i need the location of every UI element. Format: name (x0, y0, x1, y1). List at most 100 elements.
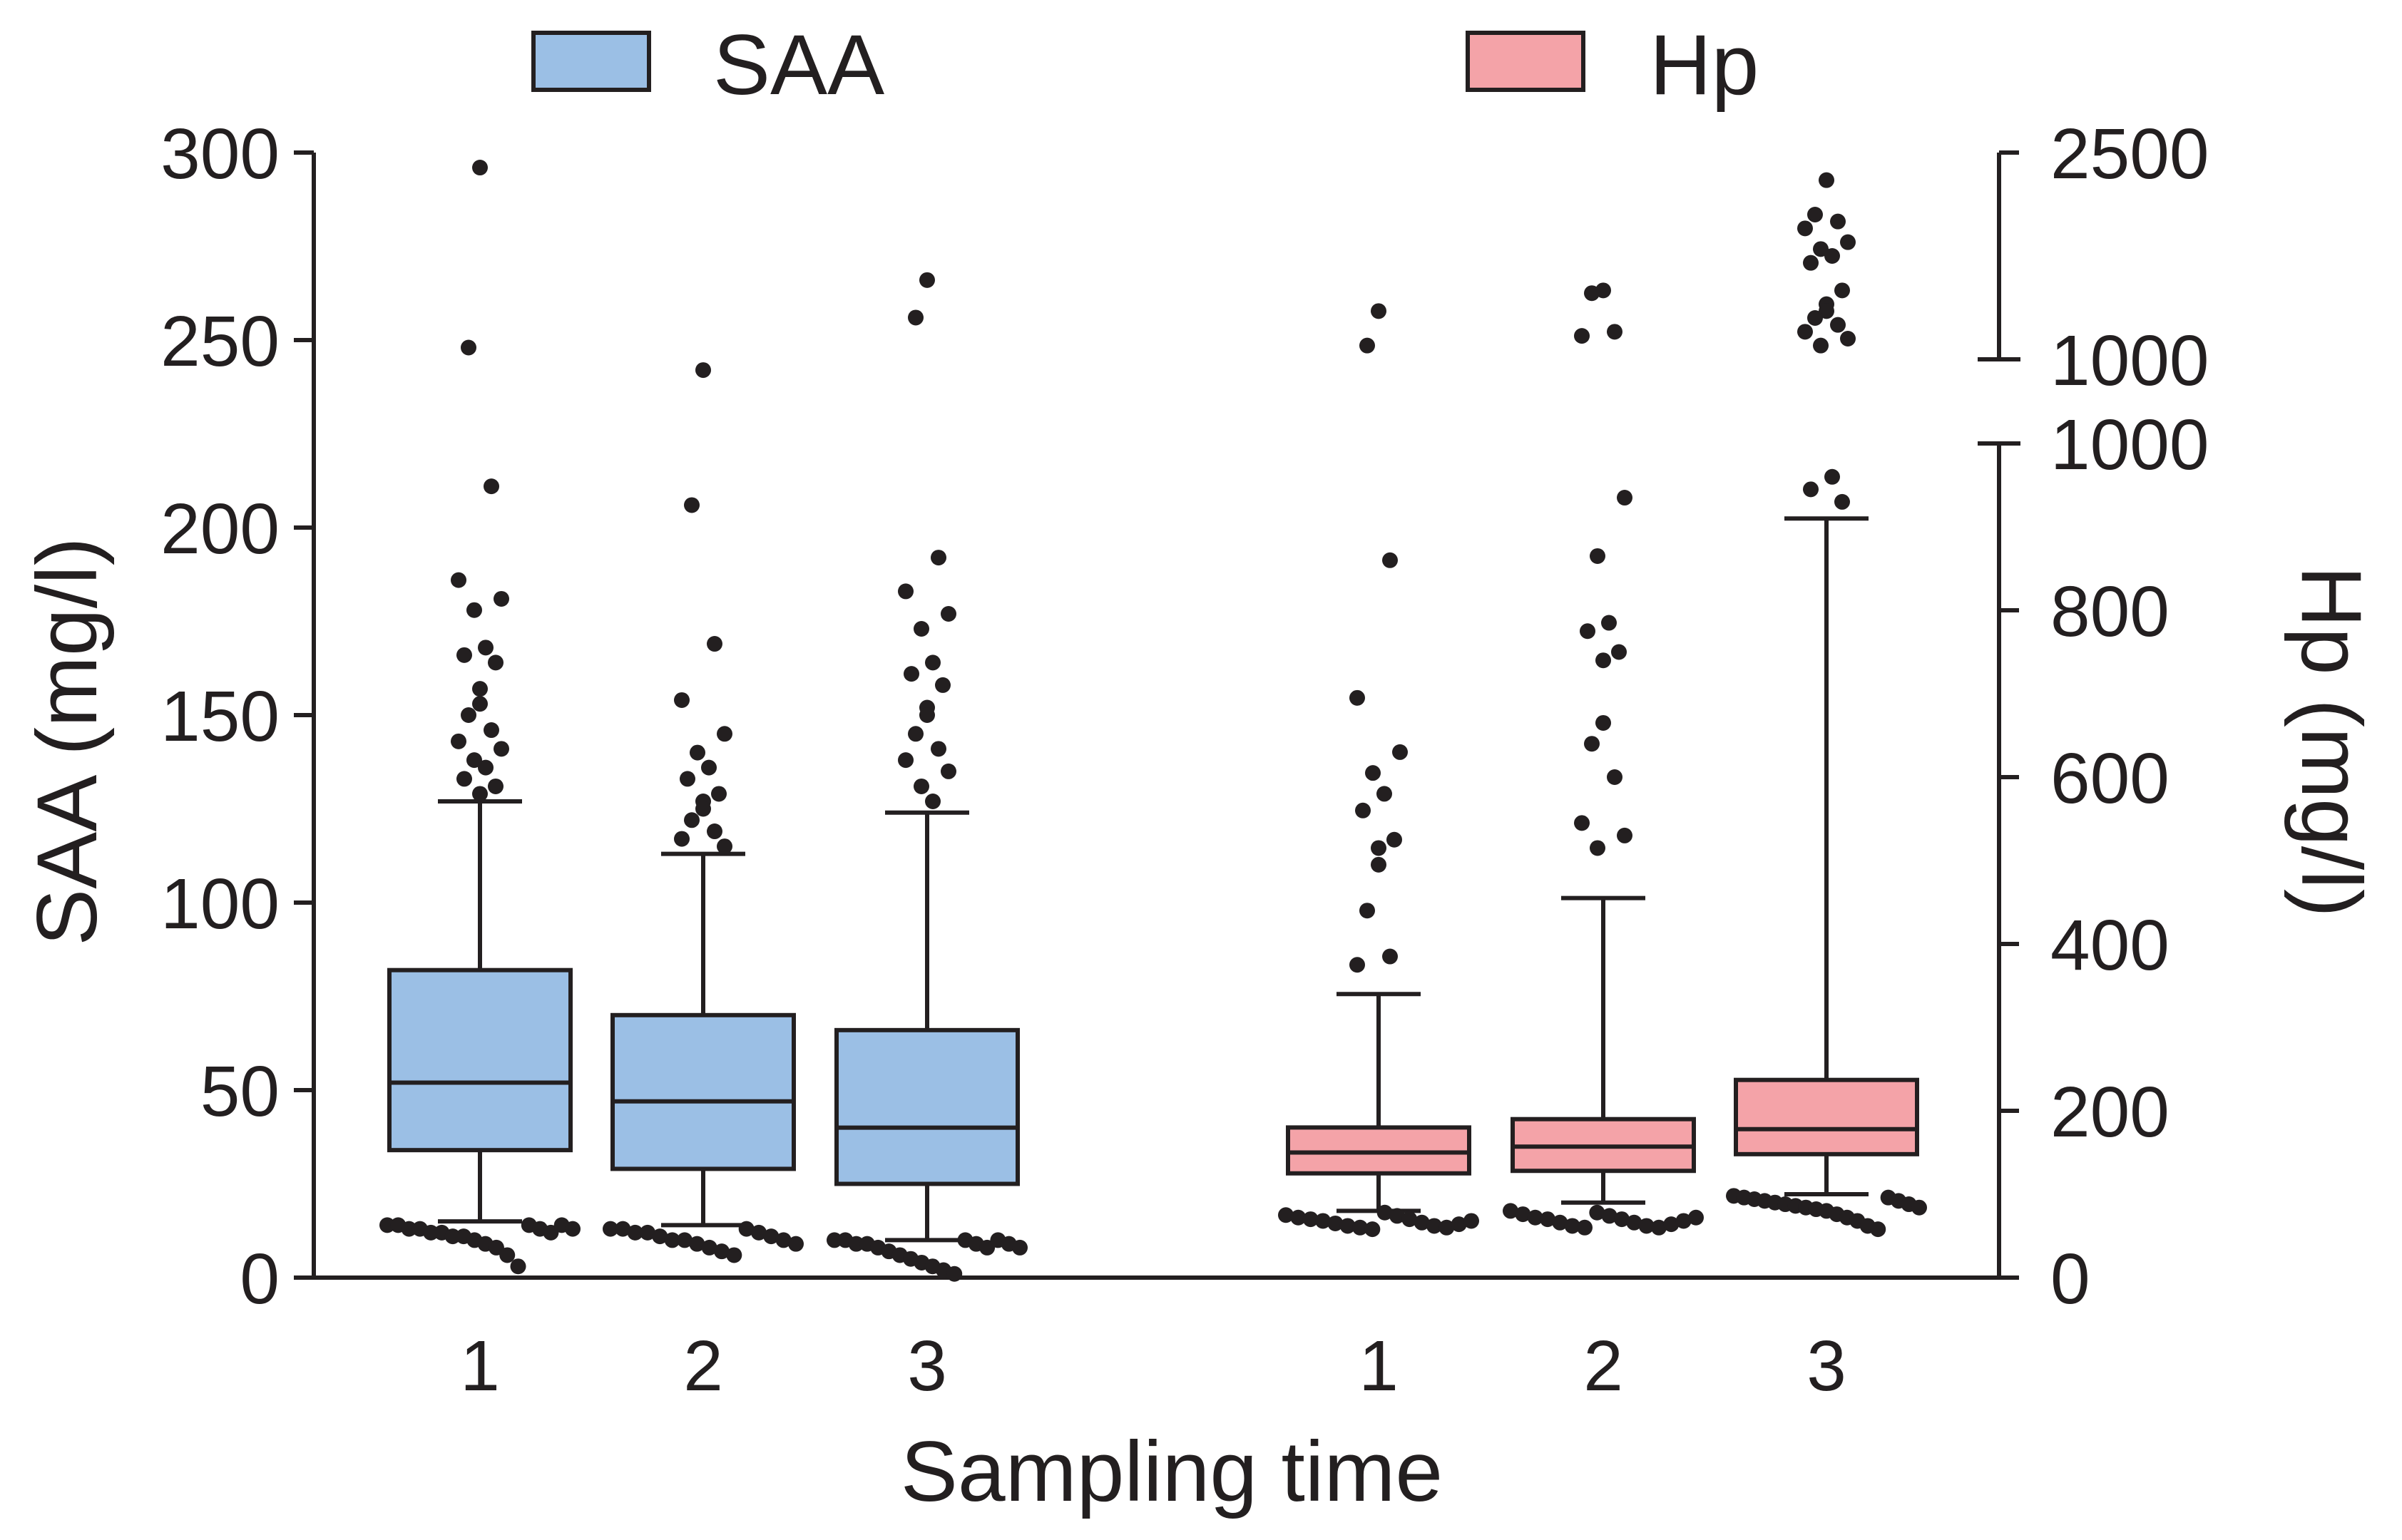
outlier-point (1807, 310, 1823, 326)
outlier-point (1290, 1209, 1307, 1226)
right-axis-tick-label: 1000 (2050, 405, 2209, 485)
outlier-point (615, 1221, 631, 1237)
outlier-point (603, 1221, 618, 1237)
outlier-point (1463, 1213, 1479, 1229)
right-axis-tick-label: 1000 (2050, 321, 2209, 401)
outlier-point (1607, 324, 1622, 340)
outlier-point (919, 707, 935, 723)
outlier-point (674, 692, 690, 708)
outlier-point (908, 309, 924, 326)
outlier-point (1824, 468, 1840, 485)
outlier-point (1327, 1215, 1344, 1231)
outlier-point (1438, 1219, 1455, 1236)
outlier-point (1371, 856, 1386, 873)
outlier-point (472, 681, 488, 697)
outlier-point (499, 1247, 516, 1263)
left-axis-tick-label: 200 (160, 489, 280, 569)
outlier-point (565, 1221, 581, 1237)
outlier-point (494, 741, 509, 757)
outlier-point (1401, 1211, 1418, 1228)
outlier-point (827, 1232, 842, 1248)
outlier-point (1614, 1211, 1630, 1228)
iqr-box (1734, 1077, 1919, 1156)
outlier-point (931, 741, 946, 757)
left-axis-title: SAA (mg/l) (19, 537, 115, 945)
outlier-point (931, 550, 946, 566)
hp-box-group-3 (1726, 172, 1927, 1238)
outlier-point (689, 1236, 705, 1252)
left-axis-tick-label: 50 (200, 1052, 280, 1131)
outlier-point (848, 1236, 864, 1252)
outlier-point (472, 786, 488, 802)
legend-hp-label: Hp (1650, 17, 1759, 113)
outlier-point (472, 160, 488, 176)
outlier-point (1595, 714, 1611, 731)
outlier-point (1552, 1214, 1568, 1231)
outlier-point (1359, 903, 1375, 919)
outlier-point (1840, 331, 1856, 346)
outlier-point (664, 1232, 680, 1248)
outlier-point (1564, 1218, 1580, 1234)
outlier-point (726, 1247, 742, 1263)
outlier-point (1589, 1204, 1605, 1221)
outlier-point (478, 640, 494, 656)
outlier-point (1638, 1218, 1655, 1234)
outlier-point (695, 362, 711, 379)
outlier-point (1601, 615, 1617, 631)
outlier-point (484, 722, 499, 739)
outlier-point (1911, 1199, 1927, 1216)
outlier-point (652, 1228, 668, 1245)
outlier-point (1663, 1216, 1680, 1233)
outlier-point (484, 478, 499, 495)
outlier-point (1584, 285, 1600, 302)
outlier-point (707, 636, 722, 652)
right-axis-tick-label: 200 (2050, 1072, 2170, 1152)
outlier-point (627, 1224, 643, 1241)
outlier-point (1651, 1219, 1667, 1236)
outlier-point (1803, 481, 1819, 498)
outlier-point (1574, 815, 1590, 831)
outlier-point (494, 590, 509, 607)
outlier-point (701, 1239, 717, 1256)
outlier-point (466, 752, 482, 769)
outlier-point (456, 771, 472, 787)
outlier-point (472, 696, 488, 712)
iqr-box (387, 967, 573, 1153)
outlier-point (1590, 548, 1605, 564)
outlier-point (914, 778, 929, 794)
outlier-point (1364, 1221, 1381, 1238)
outlier-point (690, 744, 705, 761)
outlier-point (1688, 1209, 1704, 1226)
outlier-point (488, 654, 504, 671)
outlier-point (763, 1228, 780, 1245)
outlier-point (677, 1232, 693, 1248)
x-tick-label: 1 (1359, 1326, 1399, 1406)
x-tick-labels: 1 2 3 1 2 3 (460, 1326, 1846, 1406)
outlier-point (1813, 337, 1829, 354)
left-axis-tick-label: 250 (160, 302, 280, 381)
outlier-point (1527, 1209, 1543, 1226)
right-axis-tick-label: 0 (2050, 1239, 2090, 1319)
outlier-point (1584, 736, 1600, 752)
legend-saa-swatch (531, 31, 651, 92)
box-plots (379, 160, 1927, 1282)
outlier-point (1840, 234, 1856, 250)
outlier-point (1824, 248, 1840, 264)
x-tick-label: 3 (907, 1326, 947, 1406)
outlier-point (1803, 255, 1819, 271)
x-tick-label: 2 (1583, 1326, 1623, 1406)
outlier-point (1819, 303, 1834, 319)
outlier-point (941, 605, 956, 622)
outlier-point (1376, 1204, 1393, 1221)
outlier-point (1607, 769, 1622, 785)
outlier-point (1617, 827, 1632, 843)
outlier-point (478, 759, 494, 776)
outlier-point (1601, 1208, 1617, 1224)
outlier-point (898, 583, 914, 600)
right-axis-tick-label: 600 (2050, 739, 2170, 818)
outlier-point (1503, 1203, 1518, 1219)
right-axis-title: Hp (mg/l) (2284, 565, 2379, 917)
hp-box-group-2 (1503, 282, 1704, 1236)
outlier-point (738, 1221, 755, 1237)
